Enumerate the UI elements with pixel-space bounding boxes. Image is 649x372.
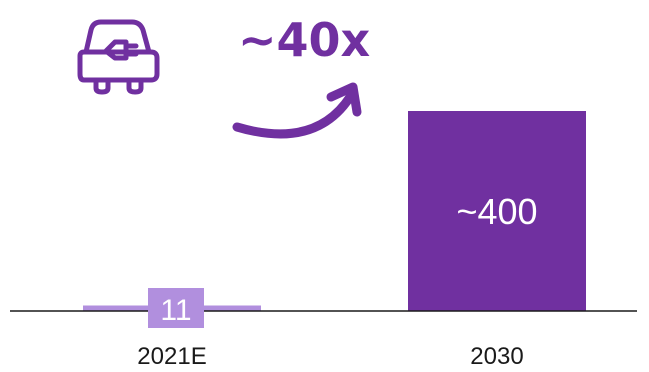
- tick-label-2021E: 2021E: [137, 343, 206, 370]
- value-badge-2021E: [148, 288, 204, 328]
- electric-car-icon: [77, 19, 160, 95]
- value-label-2021E: 11: [160, 294, 191, 327]
- labels-group: 2021E 11 2030 ~400: [137, 191, 537, 370]
- bar-2030: [408, 111, 586, 311]
- bars-group: [83, 111, 586, 311]
- multiplier-label: ~40x: [238, 13, 370, 67]
- tick-label-2030: 2030: [470, 343, 523, 370]
- value-label-2030: ~400: [456, 191, 537, 232]
- growth-arrow-icon: [232, 82, 362, 139]
